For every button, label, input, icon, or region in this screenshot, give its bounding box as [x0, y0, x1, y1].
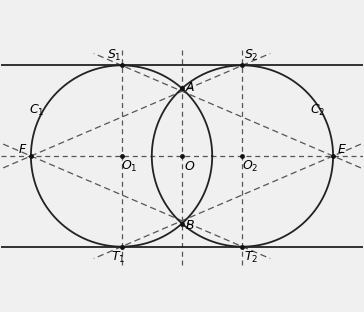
Text: $O$: $O$ [184, 160, 195, 173]
Text: $O_2$: $O_2$ [242, 159, 258, 174]
Text: $C_2$: $C_2$ [310, 103, 326, 118]
Text: $S_2$: $S_2$ [244, 48, 258, 63]
Text: $E$: $E$ [337, 144, 347, 156]
Text: $T_1$: $T_1$ [111, 250, 126, 265]
Text: $B$: $B$ [185, 219, 195, 232]
Text: $O_1$: $O_1$ [121, 159, 138, 174]
Text: $T_2$: $T_2$ [244, 250, 258, 265]
Text: $C_1$: $C_1$ [29, 103, 45, 118]
Text: $A$: $A$ [185, 81, 195, 94]
Text: $F$: $F$ [18, 144, 27, 156]
Text: $S_1$: $S_1$ [107, 48, 122, 63]
